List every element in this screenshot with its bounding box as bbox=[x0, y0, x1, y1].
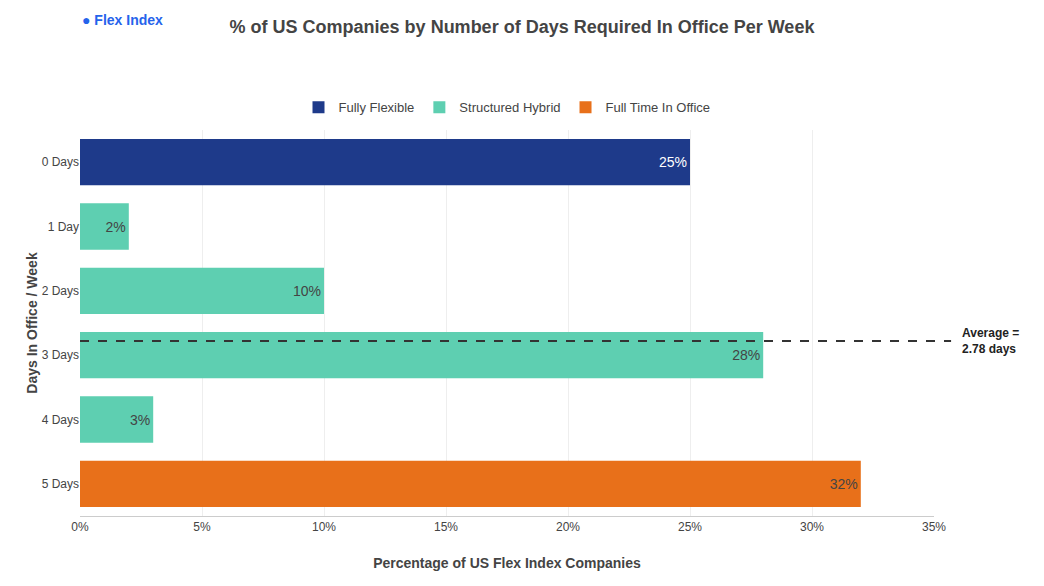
svg-text:5 Days: 5 Days bbox=[42, 477, 79, 491]
svg-text:Structured Hybrid: Structured Hybrid bbox=[459, 100, 560, 115]
svg-text:0%: 0% bbox=[71, 520, 89, 534]
svg-text:5%: 5% bbox=[193, 520, 211, 534]
svg-text:Full Time In Office: Full Time In Office bbox=[606, 100, 711, 115]
svg-text:28%: 28% bbox=[732, 347, 760, 363]
svg-text:35%: 35% bbox=[922, 520, 946, 534]
svg-text:3 Days: 3 Days bbox=[42, 348, 79, 362]
svg-text:3%: 3% bbox=[130, 412, 150, 428]
svg-text:Percentage of US Flex Index Co: Percentage of US Flex Index Companies bbox=[373, 555, 641, 571]
svg-text:4 Days: 4 Days bbox=[42, 413, 79, 427]
svg-text:● Flex Index: ● Flex Index bbox=[82, 12, 163, 28]
svg-text:10%: 10% bbox=[293, 283, 321, 299]
svg-text:10%: 10% bbox=[312, 520, 336, 534]
svg-text:% of US Companies by Number of: % of US Companies by Number of Days Requ… bbox=[230, 17, 816, 37]
svg-text:2%: 2% bbox=[106, 219, 126, 235]
svg-text:2 Days: 2 Days bbox=[42, 284, 79, 298]
svg-text:0 Days: 0 Days bbox=[42, 155, 79, 169]
svg-text:Days In Office / Week: Days In Office / Week bbox=[24, 252, 40, 394]
svg-text:25%: 25% bbox=[678, 520, 702, 534]
svg-text:32%: 32% bbox=[830, 476, 858, 492]
svg-text:30%: 30% bbox=[800, 520, 824, 534]
svg-text:1 Day: 1 Day bbox=[48, 220, 79, 234]
svg-text:Average =2.78 days: Average =2.78 days bbox=[962, 326, 1019, 356]
svg-text:25%: 25% bbox=[659, 154, 687, 170]
svg-text:Fully Flexible: Fully Flexible bbox=[339, 100, 415, 115]
svg-text:15%: 15% bbox=[434, 520, 458, 534]
svg-text:20%: 20% bbox=[556, 520, 580, 534]
